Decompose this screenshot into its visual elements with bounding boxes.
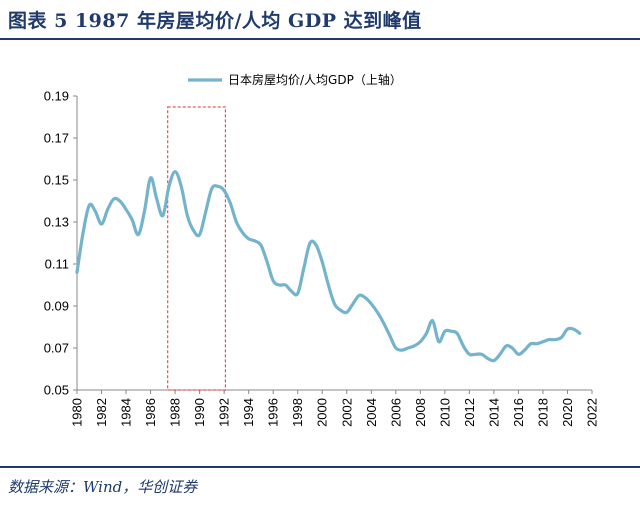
x-tick-label: 2000: [315, 398, 330, 427]
plot-area: [76, 96, 592, 391]
x-tick-label: 1986: [143, 398, 158, 427]
legend: 日本房屋均价/人均GDP（上轴）: [188, 72, 402, 87]
source-note: 数据来源：Wind，华创证券: [8, 478, 198, 496]
y-tick-label: 0.07: [44, 341, 69, 356]
x-tick-label: 2004: [364, 398, 379, 427]
peak-highlight-box: [167, 106, 226, 391]
x-tick-label: 2018: [535, 398, 550, 427]
chart: 0.190.170.150.130.110.090.070.05 1980 198…: [44, 72, 600, 427]
x-tick-label: 2022: [585, 398, 600, 427]
y-tick-label: 0.13: [44, 215, 69, 230]
x-tick-label: 2006: [388, 398, 403, 427]
x-tick-label: 1994: [241, 398, 256, 427]
y-axis-ticks: 0.19 0.17 0.15 0.13 0.11 0.09 0.07 0.05: [44, 89, 77, 398]
x-tick-label: 1990: [192, 398, 207, 427]
x-tick-label: 2014: [486, 398, 501, 427]
x-tick-label: 1996: [266, 398, 281, 427]
x-tick-label: 1984: [119, 398, 134, 427]
x-tick-label: 1998: [290, 398, 305, 427]
x-tick-label: 1982: [94, 398, 109, 427]
x-tick-label: 2012: [462, 398, 477, 427]
chart-title: 图表 5 1987 年房屋均价/人均 GDP 达到峰值: [8, 10, 422, 32]
x-tick-label: 2002: [339, 398, 354, 427]
series-line: [75, 170, 582, 363]
y-tick-label: 0.09: [44, 299, 69, 314]
footer-rule: [0, 466, 640, 468]
title-rule: [0, 38, 640, 40]
y-tick-label: 0.15: [44, 173, 69, 188]
legend-label: 日本房屋均价/人均GDP（上轴）: [228, 72, 402, 87]
x-tick-label: 1980: [70, 398, 85, 427]
y-tick-label: 0.11: [45, 257, 69, 272]
x-tick-label: 2016: [511, 398, 526, 427]
x-tick-label: 1992: [217, 398, 232, 427]
x-tick-label: 2010: [437, 398, 452, 427]
x-axis-ticks: 1980 1982 1984 1986 1988 1990 1992 1994 1996 1998…: [70, 390, 600, 427]
y-tick-label: 0.19: [44, 89, 69, 104]
x-tick-label: 1988: [168, 398, 183, 427]
y-tick-label: 0.05: [44, 383, 69, 398]
y-tick-label: 0.17: [44, 131, 69, 146]
x-tick-label: 2008: [413, 398, 428, 427]
x-tick-label: 2020: [560, 398, 575, 427]
